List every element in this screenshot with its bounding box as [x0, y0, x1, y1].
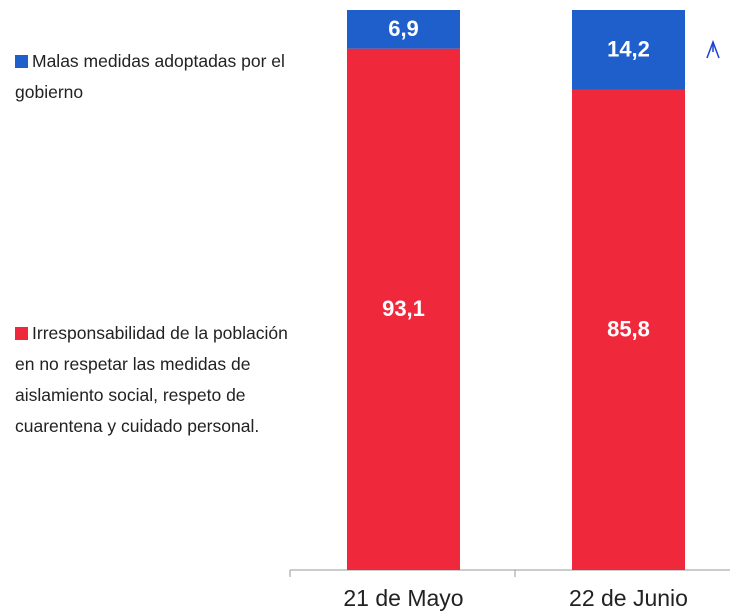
x-tick-label: 21 de Mayo — [343, 585, 463, 611]
legend-swatch — [15, 55, 28, 68]
bar-segment — [347, 48, 460, 570]
data-label: 93,1 — [382, 296, 425, 321]
bar-segment — [347, 10, 460, 49]
bar-segment — [572, 10, 685, 90]
increase-arrow — [706, 39, 720, 59]
legend-label: Malas medidas adoptadas por el gobierno — [15, 51, 285, 102]
legend-item: Irresponsabilidad de la población en no … — [15, 318, 290, 442]
legend-item: Malas medidas adoptadas por el gobierno — [15, 46, 290, 108]
legend-label: Irresponsabilidad de la población en no … — [15, 323, 288, 436]
data-label: 14,2 — [607, 37, 650, 62]
x-tick-label: 22 de Junio — [569, 585, 688, 611]
legend-swatch — [15, 327, 28, 340]
bar-segment — [572, 89, 685, 571]
data-label: 6,9 — [388, 16, 419, 41]
data-label: 85,8 — [607, 317, 650, 342]
